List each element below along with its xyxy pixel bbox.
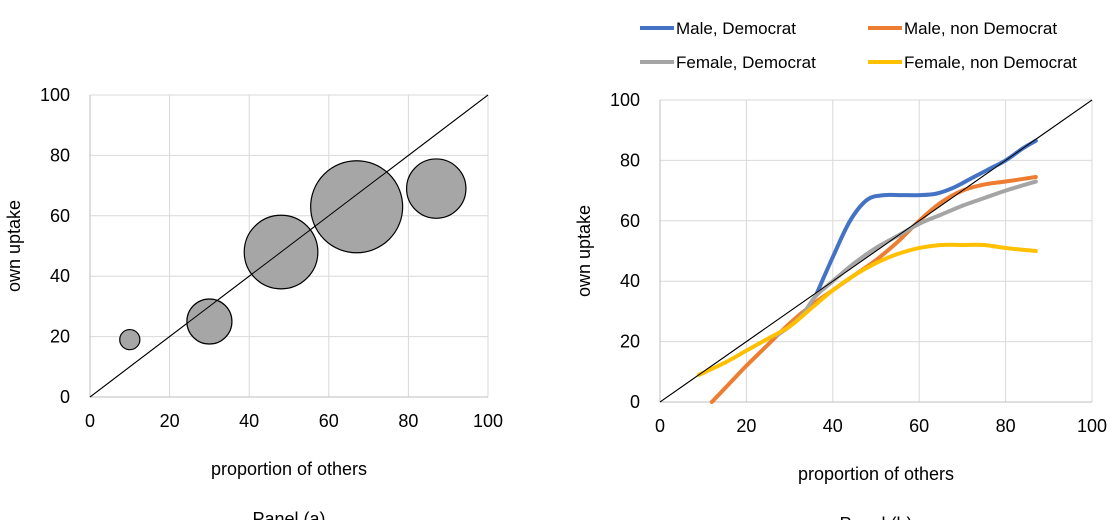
- legend-label: Female, non Democrat: [904, 53, 1077, 72]
- bubble-point: [119, 328, 141, 351]
- y-tick-label: 100: [40, 85, 70, 105]
- y-tick-label: 60: [50, 206, 70, 226]
- y-axis-title: own uptake: [574, 205, 594, 297]
- y-axis-title: own uptake: [4, 200, 24, 292]
- legend-label: Male, Democrat: [676, 19, 796, 38]
- legend-label: Male, non Democrat: [904, 19, 1057, 38]
- x-tick-label: 0: [85, 411, 95, 431]
- bubble-point: [186, 298, 233, 345]
- panel-b-chart: 0 20 40 60 80 100 0 20 40 60 80 100 proportion of ot…: [574, 90, 1107, 520]
- series-line: [696, 242, 1038, 377]
- legend: Male, Democrat Male, non Democrat Female, …: [640, 19, 1077, 72]
- x-tick-label: 100: [473, 411, 503, 431]
- bubble-point: [405, 158, 467, 219]
- y-tick-label: 40: [50, 266, 70, 286]
- x-tick-label: 40: [239, 411, 259, 431]
- reference-line-overlay: [659, 99, 1093, 403]
- bubble-point: [310, 160, 404, 254]
- y-tick-label: 20: [620, 332, 640, 352]
- y-tick-label: 40: [620, 271, 640, 291]
- panel-label: Panel (a): [252, 509, 325, 520]
- x-tick-label: 0: [655, 416, 665, 436]
- series-line: [709, 175, 1038, 404]
- x-tick-label: 60: [319, 411, 339, 431]
- x-tick-label: 20: [160, 411, 180, 431]
- y-tick-label: 20: [50, 327, 70, 347]
- legend-label: Female, Democrat: [676, 53, 816, 72]
- y-tick-label: 80: [50, 145, 70, 165]
- x-tick-label: 20: [736, 416, 756, 436]
- x-tick-label: 80: [398, 411, 418, 431]
- x-tick-label: 60: [909, 416, 929, 436]
- y-tick-label: 0: [630, 392, 640, 412]
- reference-line-overlay: [89, 94, 489, 398]
- panel-a-chart: 0 20 40 60 80 100 0 20 40 60 80 100 proportion of ot…: [4, 85, 503, 520]
- x-axis-title: proportion of others: [211, 459, 367, 479]
- x-tick-label: 40: [823, 416, 843, 436]
- series-line: [813, 138, 1038, 299]
- y-tick-label: 60: [620, 211, 640, 231]
- x-axis-title: proportion of others: [798, 464, 954, 484]
- y-tick-label: 100: [610, 90, 640, 110]
- series-line: [774, 179, 1038, 338]
- panel-label: Panel (b): [839, 514, 912, 520]
- y-tick-label: 0: [60, 387, 70, 407]
- y-tick-label: 80: [620, 150, 640, 170]
- x-tick-label: 80: [996, 416, 1016, 436]
- x-tick-label: 100: [1077, 416, 1107, 436]
